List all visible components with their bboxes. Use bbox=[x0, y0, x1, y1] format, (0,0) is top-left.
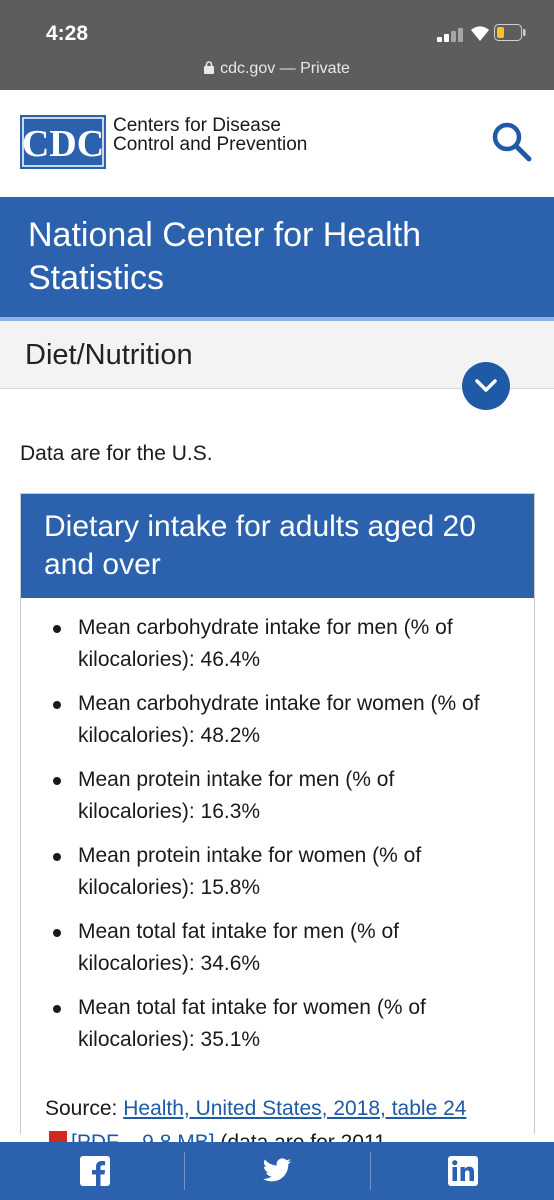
status-bar: 4:28 cdc.gov — Private bbox=[0, 0, 554, 90]
bullet bbox=[53, 777, 61, 785]
list-item-text: Mean protein intake for men (% of kiloca… bbox=[78, 768, 395, 823]
bullet bbox=[53, 1005, 61, 1013]
bullet bbox=[53, 625, 61, 633]
twitter-icon[interactable] bbox=[262, 1158, 292, 1184]
share-bar bbox=[0, 1142, 554, 1200]
list-item: Mean carbohydrate intake for men (% of k… bbox=[21, 612, 534, 676]
data-scope-note: Data are for the U.S. bbox=[20, 442, 213, 465]
linkedin-icon[interactable] bbox=[448, 1156, 478, 1186]
card-header: Dietary intake for adults aged 20 and ov… bbox=[21, 494, 534, 598]
wifi-icon bbox=[471, 26, 489, 41]
dietary-intake-card: Dietary intake for adults aged 20 and ov… bbox=[20, 493, 535, 1154]
expand-button[interactable] bbox=[462, 362, 510, 410]
site-header: CDC Centers for Disease Control and Prev… bbox=[0, 90, 554, 197]
battery-icon bbox=[494, 24, 526, 41]
chevron-down-icon bbox=[475, 379, 497, 392]
org-name[interactable]: Centers for Disease Control and Preventi… bbox=[113, 116, 307, 154]
card-title: Dietary intake for adults aged 20 and ov… bbox=[44, 510, 476, 581]
svg-text:CDC: CDC bbox=[22, 123, 104, 165]
section-banner: National Center for Health Statistics bbox=[0, 197, 554, 317]
list-item: Mean total fat intake for men (% of kilo… bbox=[21, 916, 534, 980]
url-text: cdc.gov — Private bbox=[220, 60, 350, 77]
banner-title[interactable]: National Center for Health Statistics bbox=[28, 216, 422, 297]
stats-list: Mean carbohydrate intake for men (% of k… bbox=[21, 612, 534, 1068]
share-divider bbox=[370, 1152, 371, 1190]
list-item-text: Mean protein intake for women (% of kilo… bbox=[78, 844, 422, 899]
list-item-text: Mean total fat intake for men (% of kilo… bbox=[78, 920, 399, 975]
source-link[interactable]: Health, United States, 2018, table 24 bbox=[123, 1097, 467, 1120]
bullet bbox=[53, 853, 61, 861]
list-item: Mean total fat intake for women (% of ki… bbox=[21, 992, 534, 1056]
bullet bbox=[53, 701, 61, 709]
banner-divider bbox=[0, 317, 554, 321]
lock-icon bbox=[204, 61, 215, 74]
org-name-line1: Centers for Disease bbox=[113, 115, 281, 136]
list-item: Mean carbohydrate intake for women (% of… bbox=[21, 688, 534, 752]
list-item: Mean protein intake for men (% of kiloca… bbox=[21, 764, 534, 828]
facebook-icon[interactable] bbox=[80, 1156, 110, 1186]
signal-icon bbox=[437, 26, 465, 42]
org-name-line2: Control and Prevention bbox=[113, 134, 308, 155]
share-divider bbox=[184, 1152, 185, 1190]
cdc-logo[interactable]: CDC bbox=[20, 115, 106, 169]
topic-bar[interactable]: Diet/Nutrition bbox=[0, 321, 554, 389]
bullet bbox=[53, 929, 61, 937]
list-item: Mean protein intake for women (% of kilo… bbox=[21, 840, 534, 904]
source-label: Source: bbox=[45, 1097, 118, 1120]
list-item-text: Mean carbohydrate intake for men (% of k… bbox=[78, 616, 453, 671]
clock: 4:28 bbox=[46, 22, 89, 45]
list-item-text: Mean carbohydrate intake for women (% of… bbox=[78, 692, 480, 747]
topic-title: Diet/Nutrition bbox=[25, 339, 193, 371]
url-bar[interactable]: cdc.gov — Private bbox=[0, 60, 554, 78]
list-item-text: Mean total fat intake for women (% of ki… bbox=[78, 996, 426, 1051]
search-icon[interactable] bbox=[490, 120, 532, 162]
